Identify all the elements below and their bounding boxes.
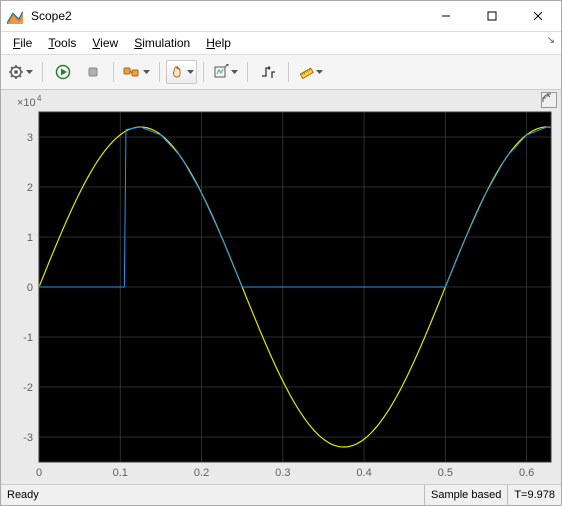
menu-simulation-rest: imulation	[142, 36, 190, 50]
status-mode: Sample based	[424, 485, 507, 505]
measurements-button[interactable]	[295, 60, 326, 84]
scope-window: Scope2 File Tools View Simulation Help ↘	[0, 0, 562, 506]
menu-view[interactable]: View	[84, 34, 126, 52]
scope-plot: 0 0.1 0.2 0.3 0.4 0.5 0.6 -3 -2 -1 0 1 2 3 ×104	[1, 90, 561, 484]
menu-file-rest: ile	[20, 36, 32, 50]
svg-text:×10: ×10	[17, 97, 36, 109]
plot-area[interactable]: 0 0.1 0.2 0.3 0.4 0.5 0.6 -3 -2 -1 0 1 2 3 ×104	[1, 90, 561, 484]
svg-text:-3: -3	[23, 432, 33, 444]
menubar-corner-icon[interactable]: ↘	[547, 35, 555, 46]
svg-text:0.4: 0.4	[356, 467, 371, 479]
status-ready: Ready	[1, 489, 424, 501]
svg-text:0.2: 0.2	[194, 467, 209, 479]
chevron-down-icon	[231, 70, 238, 75]
chevron-down-icon	[316, 70, 323, 75]
menubar: File Tools View Simulation Help ↘	[1, 32, 561, 55]
chevron-down-icon	[26, 70, 33, 75]
titlebar: Scope2	[1, 1, 561, 32]
toolbar	[1, 55, 561, 90]
maximize-axes-icon[interactable]	[541, 92, 557, 108]
step-button[interactable]	[120, 60, 153, 84]
svg-text:0.5: 0.5	[438, 467, 453, 479]
menu-view-rest: iew	[100, 36, 118, 50]
chevron-down-icon	[143, 70, 150, 75]
toolbar-separator	[203, 62, 204, 82]
svg-text:2: 2	[27, 182, 33, 194]
menu-help[interactable]: Help	[198, 34, 239, 52]
status-time: T=9.978	[507, 485, 561, 505]
svg-text:-1: -1	[23, 332, 33, 344]
settings-button[interactable]	[5, 60, 36, 84]
stop-button[interactable]	[79, 60, 107, 84]
maximize-button[interactable]	[469, 1, 515, 31]
menu-help-rest: elp	[215, 36, 231, 50]
svg-text:0.1: 0.1	[113, 467, 128, 479]
toolbar-separator	[159, 62, 160, 82]
close-button[interactable]	[515, 1, 561, 31]
svg-text:0.3: 0.3	[275, 467, 290, 479]
svg-text:3: 3	[27, 132, 33, 144]
minimize-button[interactable]	[423, 1, 469, 31]
toolbar-separator	[42, 62, 43, 82]
run-button[interactable]	[49, 60, 77, 84]
pan-button[interactable]	[166, 60, 197, 84]
triggers-button[interactable]	[254, 60, 282, 84]
menu-simulation[interactable]: Simulation	[126, 34, 198, 52]
statusbar: Ready Sample based T=9.978	[1, 484, 561, 505]
svg-text:1: 1	[27, 232, 33, 244]
window-title: Scope2	[29, 9, 423, 23]
toolbar-separator	[247, 62, 248, 82]
svg-text:0: 0	[36, 467, 42, 479]
toolbar-separator	[113, 62, 114, 82]
svg-text:4: 4	[37, 94, 42, 103]
menu-tools[interactable]: Tools	[40, 34, 84, 52]
svg-text:0: 0	[27, 282, 33, 294]
menu-tools-rest: ools	[54, 36, 76, 50]
svg-text:0.6: 0.6	[519, 467, 534, 479]
chevron-down-icon	[187, 70, 194, 75]
menu-file[interactable]: File	[5, 34, 40, 52]
svg-text:-2: -2	[23, 382, 33, 394]
autoscale-button[interactable]	[210, 60, 241, 84]
toolbar-separator	[288, 62, 289, 82]
app-icon	[7, 8, 23, 24]
